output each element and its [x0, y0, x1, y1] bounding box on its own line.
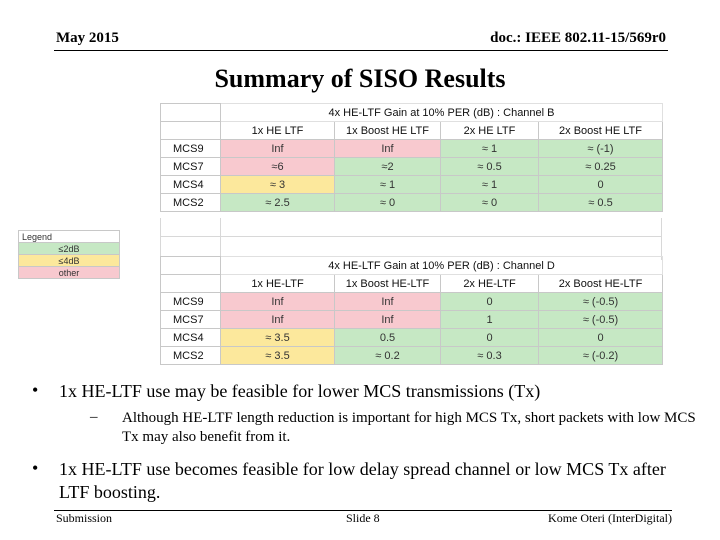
table-cell: 0 — [440, 328, 539, 347]
slide-title: Summary of SISO Results — [214, 64, 506, 93]
spreadsheet-gap-grid — [160, 218, 662, 260]
channel-d-caption: 4x HE-LTF Gain at 10% PER (dB) : Channel… — [219, 256, 664, 275]
header-divider — [54, 50, 668, 51]
bullet-text: 1x HE-LTF use becomes feasible for low d… — [59, 459, 666, 502]
row-label: MCS9 — [160, 139, 221, 158]
channel-b-header-row: 1x HE LTF 1x Boost HE LTF 2x HE LTF 2x B… — [160, 121, 663, 140]
row-label: MCS7 — [160, 310, 221, 329]
table-cell: ≈ 3 — [220, 175, 335, 194]
row-label: MCS2 — [160, 193, 221, 212]
channel-b-table: 4x HE-LTF Gain at 10% PER (dB) : Channel… — [160, 103, 663, 212]
column-header: 1x HE-LTF — [220, 274, 335, 293]
bullet-dot-icon: • — [32, 380, 39, 400]
table-cell: ≈ 0.2 — [334, 346, 441, 365]
table-cell: ≈ 3.5 — [220, 328, 335, 347]
table-cell: ≈ 0.5 — [538, 193, 663, 212]
footer-slide-number: Slide 8 — [346, 511, 380, 525]
table-cell: 0 — [440, 292, 539, 311]
table-cell: ≈ 0.25 — [538, 157, 663, 176]
table-cell: Inf — [220, 292, 335, 311]
table-cell: 1 — [440, 310, 539, 329]
table-row: MCS9 Inf Inf 0 ≈ (-0.5) — [160, 292, 664, 311]
legend-title: Legend — [18, 230, 120, 243]
table-row: MCS2 ≈ 2.5 ≈ 0 ≈ 0 ≈ 0.5 — [160, 193, 663, 212]
table-cell: 0.5 — [334, 328, 441, 347]
column-header: 1x Boost HE-LTF — [334, 274, 441, 293]
table-row: MCS4 ≈ 3.5 0.5 0 0 — [160, 328, 664, 347]
table-cell: 0 — [537, 328, 664, 347]
row-label: MCS4 — [160, 175, 221, 194]
table-cell: ≈ 0 — [334, 193, 441, 212]
legend-item-yellow: ≤4dB — [18, 254, 120, 267]
column-header: 2x Boost HE LTF — [538, 121, 663, 140]
table-cell: ≈ (-0.2) — [537, 346, 664, 365]
table-cell: Inf — [220, 139, 335, 158]
bullet-text: 1x HE-LTF use may be feasible for lower … — [59, 381, 541, 401]
table-cell: ≈ (-0.5) — [537, 310, 664, 329]
table-cell: ≈ 0.5 — [440, 157, 539, 176]
table-cell: Inf — [220, 310, 335, 329]
channel-b-caption-row: 4x HE-LTF Gain at 10% PER (dB) : Channel… — [160, 103, 663, 122]
table-cell: Inf — [334, 292, 441, 311]
channel-d-caption-row: 4x HE-LTF Gain at 10% PER (dB) : Channel… — [160, 256, 664, 275]
sub-bullet-text: Although HE-LTF length reduction is impo… — [122, 410, 696, 445]
table-cell: ≈ 0.3 — [440, 346, 539, 365]
row-label: MCS2 — [160, 346, 221, 365]
row-label: MCS7 — [160, 157, 221, 176]
table-cell: ≈6 — [220, 157, 335, 176]
column-header: 1x Boost HE LTF — [334, 121, 441, 140]
table-row: MCS7 ≈6 ≈2 ≈ 0.5 ≈ 0.25 — [160, 157, 663, 176]
row-label: MCS4 — [160, 328, 221, 347]
sub-bullet-dash-icon: – — [90, 409, 98, 425]
table-cell: ≈2 — [334, 157, 441, 176]
table-cell: ≈ 1 — [334, 175, 441, 194]
table-cell: Inf — [334, 139, 441, 158]
table-cell: ≈ 2.5 — [220, 193, 335, 212]
channel-d-header-row: 1x HE-LTF 1x Boost HE-LTF 2x HE-LTF 2x B… — [160, 274, 664, 293]
column-header: 2x HE-LTF — [440, 274, 539, 293]
table-cell: ≈ 0 — [440, 193, 539, 212]
footer-divider — [54, 510, 672, 511]
table-cell: ≈ 3.5 — [220, 346, 335, 365]
table-cell: ≈ (-0.5) — [537, 292, 664, 311]
channel-b-caption: 4x HE-LTF Gain at 10% PER (dB) : Channel… — [220, 103, 663, 122]
row-label: MCS9 — [160, 292, 221, 311]
table-cell: 0 — [538, 175, 663, 194]
footer-author: Kome Oteri (InterDigital) — [548, 511, 672, 525]
header-date: May 2015 — [56, 30, 119, 46]
legend-item-green: ≤2dB — [18, 242, 120, 255]
legend-item-pink: other — [18, 266, 120, 279]
channel-d-table: 4x HE-LTF Gain at 10% PER (dB) : Channel… — [160, 256, 664, 365]
table-cell: ≈ 1 — [440, 139, 539, 158]
header-doc-id: doc.: IEEE 802.11-15/569r0 — [490, 30, 666, 46]
table-row: MCS2 ≈ 3.5 ≈ 0.2 ≈ 0.3 ≈ (-0.2) — [160, 346, 664, 365]
table-cell: ≈ 1 — [440, 175, 539, 194]
table-row: MCS7 Inf Inf 1 ≈ (-0.5) — [160, 310, 664, 329]
table-cell: Inf — [334, 310, 441, 329]
legend-table: Legend ≤2dB ≤4dB other — [18, 230, 120, 279]
column-header: 2x Boost HE-LTF — [537, 274, 664, 293]
column-header: 1x HE LTF — [220, 121, 335, 140]
footer-submission: Submission — [56, 511, 113, 525]
column-header: 2x HE LTF — [440, 121, 539, 140]
table-cell: ≈ (-1) — [538, 139, 663, 158]
table-row: MCS9 Inf Inf ≈ 1 ≈ (-1) — [160, 139, 663, 158]
bullet-dot-icon: • — [32, 458, 39, 478]
